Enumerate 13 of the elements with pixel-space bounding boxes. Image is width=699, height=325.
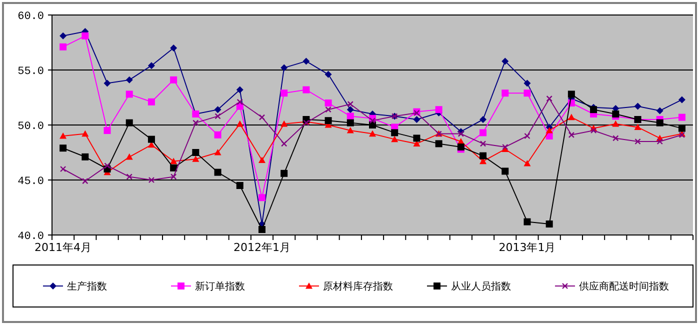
x-tick-label: 2011年4月 — [34, 241, 92, 254]
y-tick-label: 50.0 — [18, 120, 44, 133]
y-tick-label: 40.0 — [18, 230, 44, 243]
legend-label: 供应商配送时间指数 — [579, 280, 669, 292]
legend-label: 原材料库存指数 — [323, 280, 393, 292]
legend-label: 从业人员指数 — [451, 280, 511, 292]
legend-label: 新订单指数 — [195, 280, 245, 292]
y-tick-label: 55.0 — [18, 66, 44, 78]
legend-label: 生产指数 — [67, 280, 107, 292]
x-tick-label: 2013年1月 — [498, 241, 556, 254]
y-tick-label: 45.0 — [18, 176, 44, 188]
x-tick-label: 2012年1月 — [233, 241, 290, 254]
y-tick-label: 60.0 — [18, 10, 44, 23]
